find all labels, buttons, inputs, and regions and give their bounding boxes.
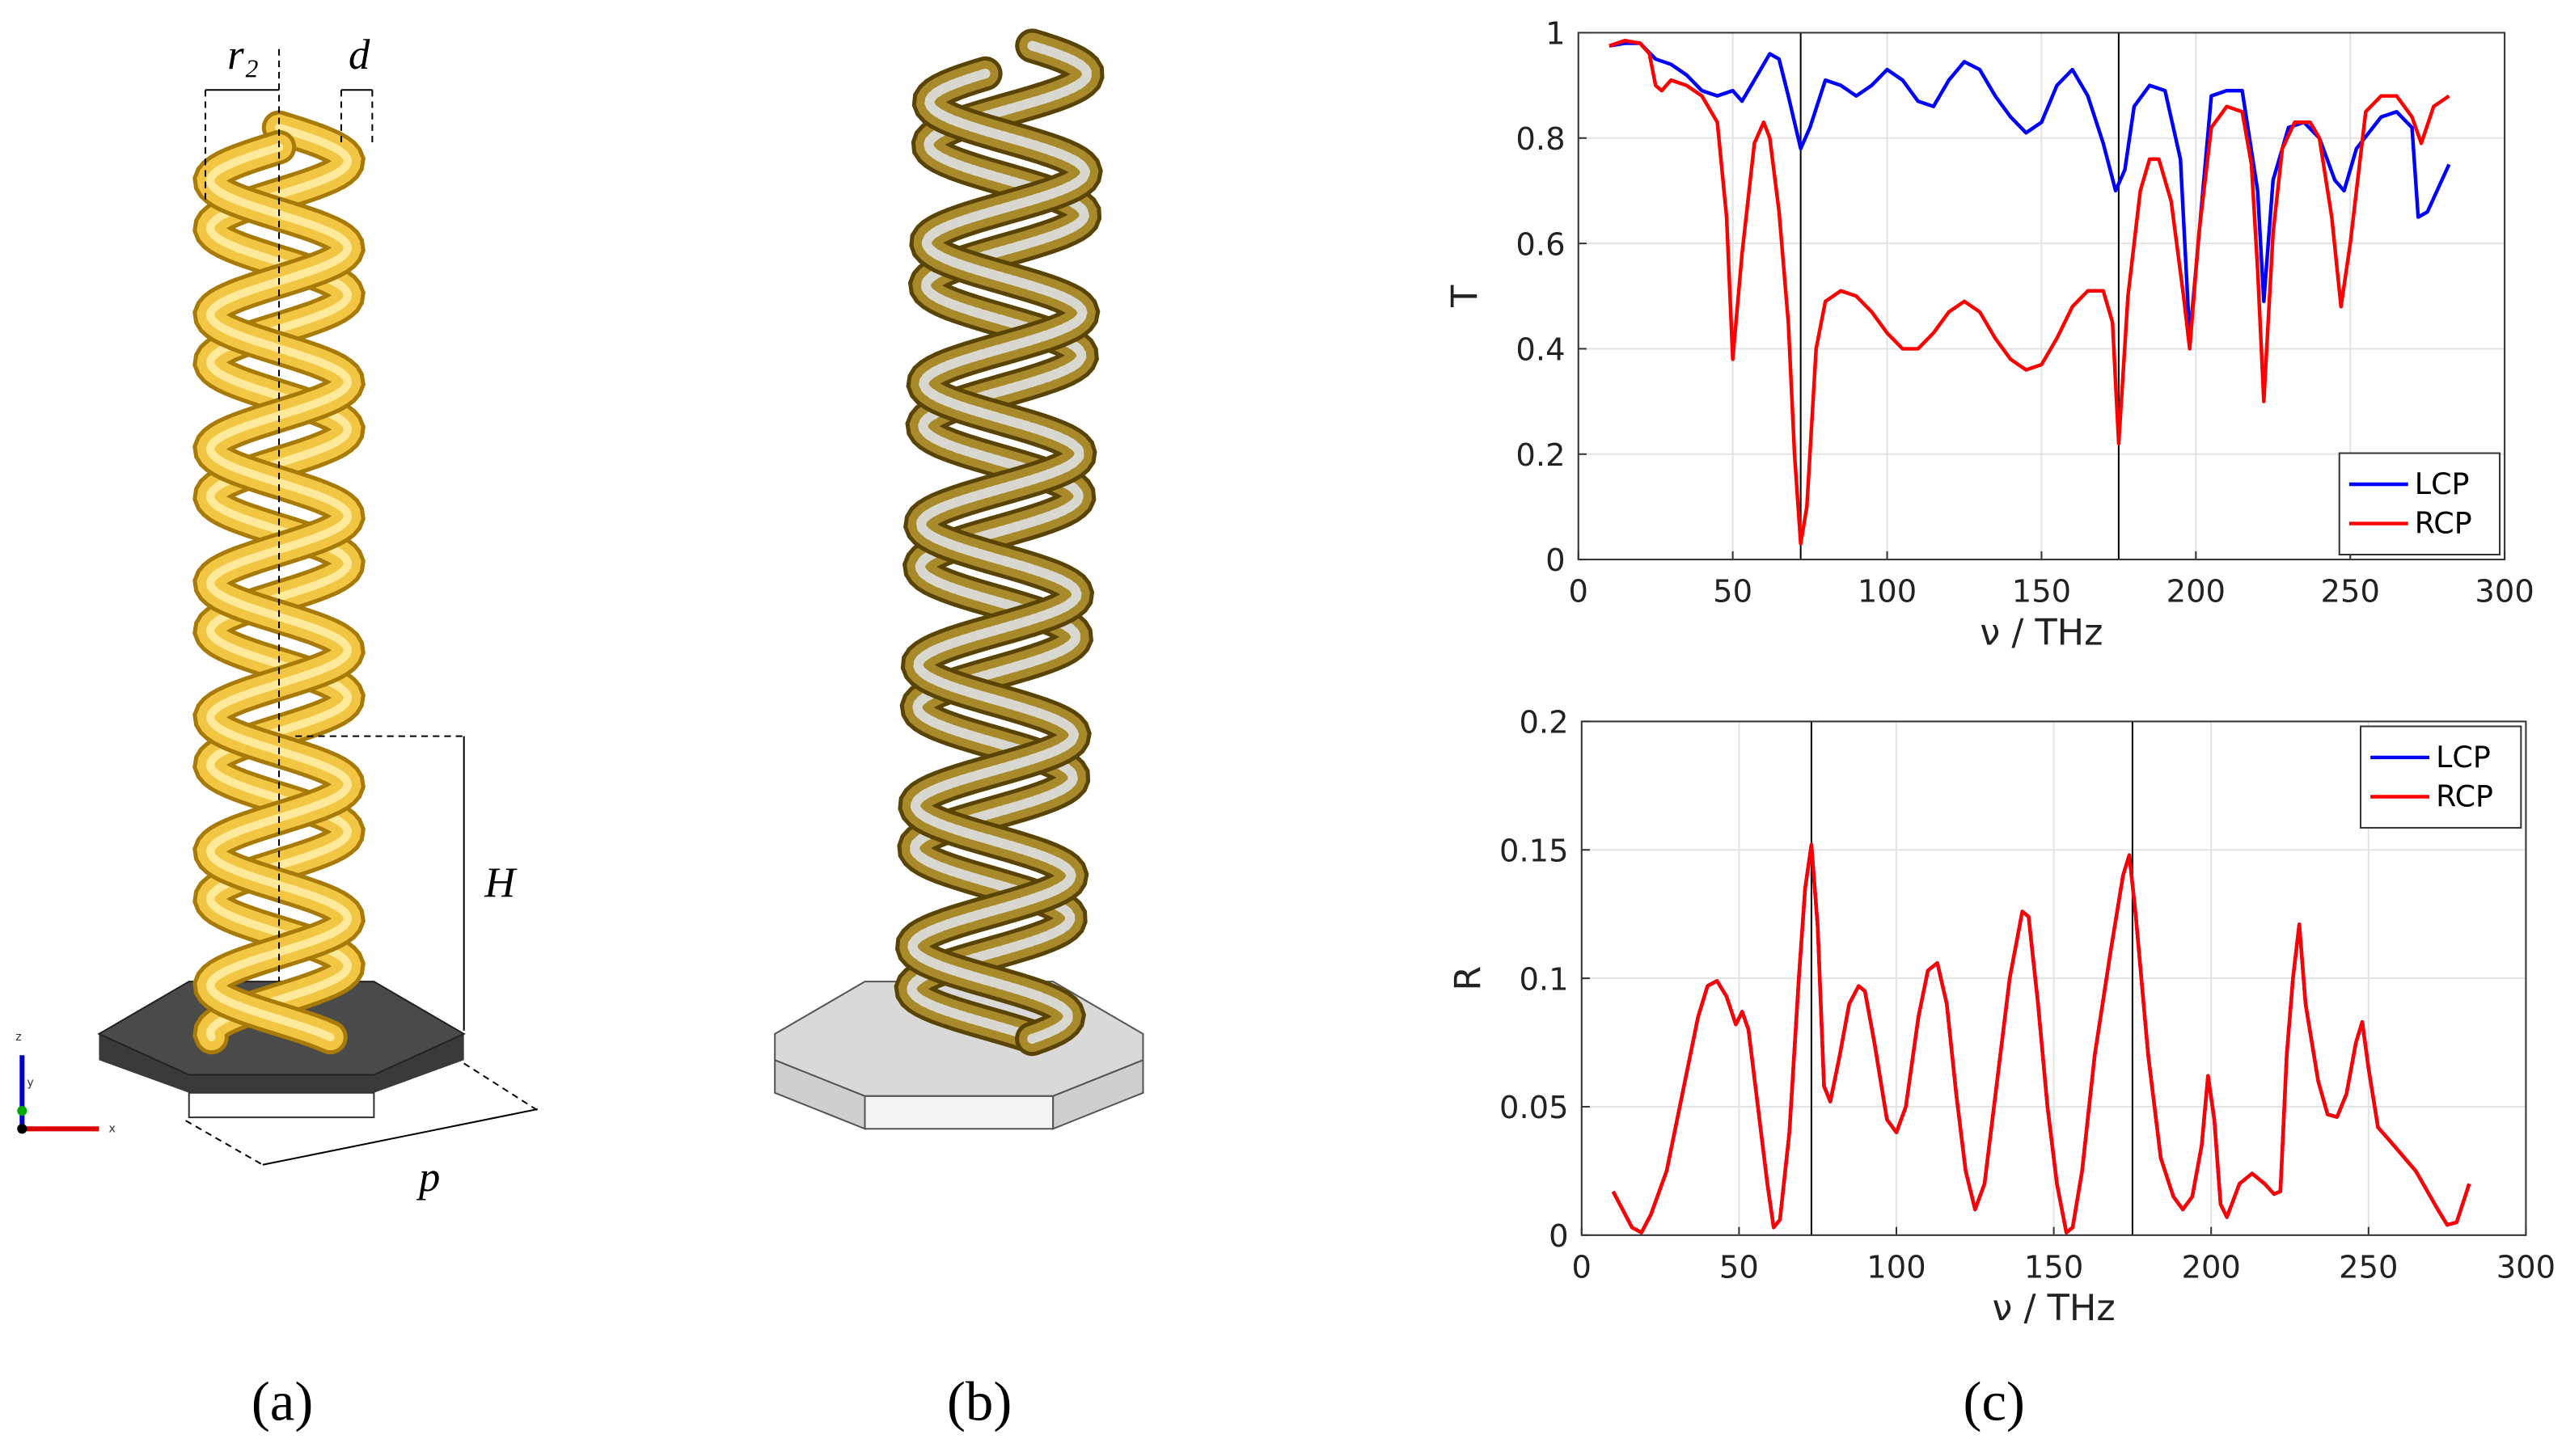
legend-box bbox=[2338, 452, 2501, 556]
x-tick-label: 0 bbox=[1572, 1249, 1592, 1285]
y-tick-label: 0.6 bbox=[1516, 226, 1565, 263]
x-tick-label: 50 bbox=[1719, 1249, 1759, 1285]
x-tick-label: 200 bbox=[2167, 574, 2226, 610]
helix-highlight bbox=[907, 68, 1091, 1045]
y-tick-label: 1 bbox=[1545, 16, 1565, 53]
x-tick-label: 150 bbox=[2024, 1249, 2083, 1285]
legend-label: LCP bbox=[2415, 466, 2470, 501]
panel-label: (b) bbox=[947, 1370, 1012, 1432]
y-tick-label: 0.2 bbox=[1519, 705, 1568, 741]
label-H: H bbox=[484, 859, 518, 906]
label-r2: r₂ bbox=[227, 32, 259, 78]
x-tick-label: 250 bbox=[2339, 1249, 2398, 1285]
legend-box bbox=[2360, 725, 2522, 829]
x-tick-label: 300 bbox=[2475, 574, 2534, 610]
axes-box bbox=[1580, 720, 2527, 1236]
y-axis-label: T bbox=[1444, 285, 1486, 308]
x-tick-label: 50 bbox=[1713, 574, 1752, 610]
x-tick-label: 100 bbox=[1866, 1249, 1926, 1285]
axis-triad bbox=[17, 1055, 99, 1134]
y-tick-label: 0.4 bbox=[1516, 332, 1565, 369]
y-tick-label: 0.1 bbox=[1519, 961, 1568, 998]
panel-label: (a) bbox=[252, 1370, 313, 1432]
label-d: d bbox=[349, 32, 370, 78]
series-line bbox=[1609, 39, 2450, 546]
x-axis-label: ν / THz bbox=[1980, 612, 2103, 653]
y-tick-label: 0.05 bbox=[1499, 1090, 1569, 1126]
x-tick-label: 250 bbox=[2321, 574, 2380, 610]
axis-y: y bbox=[27, 1077, 33, 1090]
label-p: p bbox=[416, 1154, 440, 1201]
y-tick-label: 0.8 bbox=[1516, 121, 1565, 158]
legend-label: RCP bbox=[2436, 779, 2493, 814]
x-tick-label: 150 bbox=[2012, 574, 2071, 610]
x-axis-label: ν / THz bbox=[1993, 1288, 2116, 1329]
legend-label: LCP bbox=[2436, 740, 2491, 774]
chart: 0 50 100 150 200 250 300 0 0.2 0.4 0.6 0.8 1 ν / THz T… bbox=[1444, 16, 2534, 654]
chart: 0 50 100 150 200 250 300 0 0.05 0.1 0.15 0.2 ν / THz… bbox=[1448, 705, 2555, 1329]
y-tick-label: 0 bbox=[1549, 1218, 1568, 1255]
axis-x: x bbox=[109, 1122, 116, 1135]
x-tick-label: 200 bbox=[2182, 1249, 2241, 1285]
axes-box bbox=[1577, 32, 2506, 561]
panel-label: (c) bbox=[1964, 1370, 2025, 1432]
helix-highlight bbox=[205, 143, 353, 1042]
x-tick-label: 300 bbox=[2496, 1249, 2555, 1285]
series-line bbox=[1611, 842, 2471, 1234]
y-tick-label: 0.15 bbox=[1499, 833, 1569, 869]
y-axis-label: R bbox=[1448, 966, 1489, 991]
y-tick-label: 0.2 bbox=[1516, 437, 1565, 474]
axis-z: z bbox=[15, 1031, 21, 1044]
legend-label: RCP bbox=[2415, 506, 2472, 541]
y-tick-label: 0 bbox=[1545, 542, 1565, 579]
dimensions bbox=[185, 49, 542, 1166]
x-tick-label: 0 bbox=[1569, 574, 1588, 610]
x-tick-label: 100 bbox=[1858, 574, 1917, 610]
helices bbox=[192, 28, 1105, 1057]
